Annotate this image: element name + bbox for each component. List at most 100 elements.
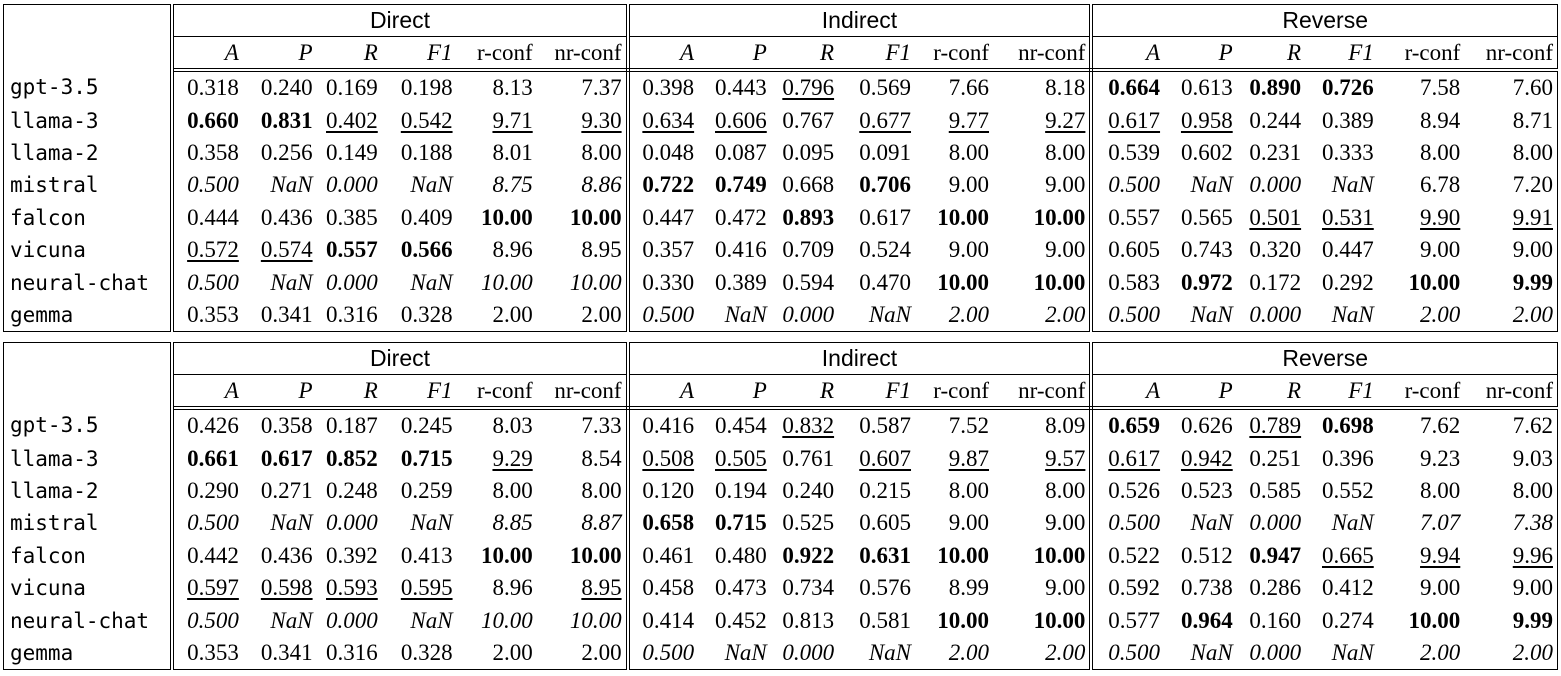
metric-cell: 0.245 [382,408,457,442]
metric-cell: 0.832 [771,408,838,442]
metric-cell: 0.617 [243,442,317,474]
metric-value: 0.626 [1180,413,1233,439]
metric-value: 0.402 [326,107,378,133]
column-header-direct-p: P [242,374,317,410]
metric-cell: 0.426 [172,408,243,442]
column-header-direct-r: R [316,36,382,72]
metric-value: 0.964 [1180,607,1233,633]
metric-value: 10.00 [1408,269,1461,295]
metric-cell: 10.00 [915,604,993,636]
metric-value: 0.290 [187,477,239,503]
metric-cell: 0.658 [628,507,699,539]
metric-cell: 0.341 [242,298,317,333]
metric-value: 0.501 [1249,204,1302,230]
metric-cell: 0.525 [771,507,838,539]
metric-value: 9.71 [492,107,533,133]
metric-cell: 0.594 [771,266,838,298]
metric-value: 0.292 [1322,269,1374,295]
metric-cell: NaN [698,298,771,333]
metric-value: 0.593 [326,575,378,601]
metric-cell: 0.087 [698,137,771,169]
metric-cell: 0.593 [317,572,382,604]
metric-cell: 0.922 [771,540,838,572]
metric-value: 0.436 [260,204,313,230]
metric-value: 0.454 [715,413,767,439]
metric-value: 0.761 [782,445,835,471]
metric-cell: 0.595 [382,572,457,604]
metric-value: 0.000 [1249,172,1302,198]
metric-cell: 0.661 [172,442,243,474]
metric-cell: 0.664 [1091,70,1164,104]
metric-cell: 0.169 [317,70,382,104]
metric-value: 2.00 [948,639,990,665]
metric-cell: 2.00 [915,636,994,671]
metric-value: 0.605 [1108,237,1161,263]
column-header-indirect-nr-conf: nr-conf [993,374,1094,410]
metric-cell: 0.341 [242,636,317,671]
metric-value: 9.00 [1045,172,1086,198]
metric-cell: 7.58 [1378,70,1465,104]
metric-cell: 0.318 [172,70,243,104]
metric-value: 0.169 [326,75,378,101]
metric-cell: 7.62 [1464,408,1559,443]
metric-value: 0.447 [1322,237,1374,263]
metric-value: 0.458 [642,575,695,601]
metric-cell: 0.796 [771,70,838,104]
metric-cell: 9.00 [1464,233,1559,267]
metric-cell: 0.583 [1091,266,1164,298]
metric-cell: NaN [1305,298,1378,333]
metric-value: 0.120 [642,477,695,503]
metric-value: 0.251 [1249,445,1302,471]
metric-value: 0.734 [782,575,835,601]
metric-cell: 0.316 [316,298,382,333]
metric-value: 8.09 [1045,413,1086,439]
metric-value: 0.617 [1108,107,1161,133]
metric-value: 7.52 [948,413,990,439]
metric-cell: 9.00 [915,234,993,266]
table-row: falcon 0.444 0.436 0.385 0.409 10.00 10.00 0.44… [3,201,1559,234]
metric-cell: 9.00 [1378,572,1465,604]
column-header-reverse-a: A [1091,36,1165,72]
metric-value: 0.396 [1322,445,1374,471]
metric-value: NaN [270,510,313,536]
metric-cell: 0.501 [1237,202,1305,234]
metric-value: 10.00 [1033,204,1086,230]
metric-cell: 0.333 [1305,137,1378,169]
metric-value: 0.500 [187,607,239,633]
metric-value: 0.333 [1322,139,1374,165]
model-name: llama-3 [3,442,175,475]
metric-value: 0.665 [1322,542,1374,568]
metric-value: 8.85 [492,510,533,536]
metric-value: NaN [270,269,313,295]
metric-cell: 0.706 [838,169,915,201]
metric-cell: 0.761 [771,442,838,474]
metric-cell: 0.231 [1237,137,1305,169]
metric-value: 9.00 [1420,575,1461,601]
metric-value: 0.286 [1249,575,1302,601]
metric-value: 8.13 [492,75,533,101]
metric-value: 8.96 [492,575,533,601]
metric-value: 0.480 [715,542,767,568]
metric-cell: 0.542 [382,104,457,136]
metric-value: 7.07 [1420,510,1461,536]
metric-value: 0.187 [326,413,378,439]
metric-value: NaN [724,301,767,327]
table-row: llama-3 0.660 0.831 0.402 0.542 9.71 9.30 0.634… [3,104,1559,137]
metric-value: 8.00 [1420,139,1461,165]
metric-value: 0.709 [782,237,835,263]
model-name: neural-chat [3,266,175,299]
column-header-direct-a: A [172,36,243,72]
metric-cell: 0.659 [1091,408,1164,442]
metric-value: 8.03 [492,413,533,439]
table-row: vicuna 0.572 0.574 0.557 0.566 8.96 8.95 0.357 0… [3,233,1559,267]
metric-cell: 2.00 [993,636,1094,671]
table-row: mistral 0.500 NaN 0.000 NaN 8.85 8.87 0.658 0.71… [3,507,1559,540]
column-header-reverse-f1: F1 [1305,36,1378,72]
metric-value: 0.500 [642,639,695,665]
metric-cell: 0.389 [698,266,771,298]
metric-cell: 10.00 [993,266,1094,299]
metric-value: 0.972 [1180,269,1233,295]
metric-value: 10.00 [569,607,622,633]
metric-value: 0.500 [187,269,239,295]
metric-value: 8.00 [1420,477,1461,503]
